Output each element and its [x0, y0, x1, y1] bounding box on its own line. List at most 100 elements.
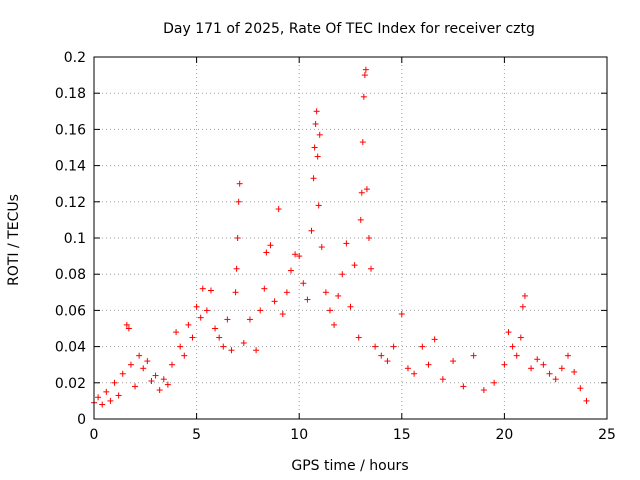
- y-tick-label: 0.14: [55, 159, 86, 175]
- data-point: [304, 296, 311, 303]
- data-point: [314, 153, 321, 160]
- data-point: [185, 321, 192, 328]
- y-axis-label: ROTI / TECUs: [6, 194, 22, 286]
- data-point: [103, 388, 110, 395]
- data-point: [99, 401, 106, 408]
- data-point: [246, 316, 253, 323]
- data-point: [253, 347, 260, 354]
- x-tick-label: 0: [90, 427, 99, 443]
- data-point: [275, 206, 282, 213]
- data-point: [460, 383, 467, 390]
- data-point: [308, 227, 315, 234]
- y-tick-label: 0.1: [64, 231, 86, 247]
- data-point: [164, 381, 171, 388]
- data-point: [235, 198, 242, 205]
- data-point: [318, 244, 325, 251]
- chart-title: Day 171 of 2025, Rate Of TEC Index for r…: [163, 21, 535, 37]
- data-point: [287, 267, 294, 274]
- data-point: [450, 358, 457, 365]
- y-tick-label: 0.18: [55, 86, 86, 102]
- data-point: [521, 292, 528, 299]
- data-point: [384, 358, 391, 365]
- data-point: [351, 262, 358, 269]
- data-point: [355, 334, 362, 341]
- data-point: [263, 249, 270, 256]
- data-point: [152, 372, 159, 379]
- data-point: [144, 358, 151, 365]
- data-point: [343, 240, 350, 247]
- data-point: [571, 368, 578, 375]
- data-point: [148, 377, 155, 384]
- data-point: [279, 311, 286, 318]
- data-point: [365, 235, 372, 241]
- data-point: [501, 361, 508, 368]
- data-point: [312, 120, 319, 127]
- y-tick-label: 0.06: [55, 303, 86, 319]
- data-point: [125, 325, 132, 332]
- data-point: [577, 385, 584, 392]
- data-point: [505, 329, 512, 336]
- data-point: [316, 131, 323, 138]
- data-point: [283, 289, 290, 296]
- x-tick-label: 5: [192, 427, 201, 443]
- data-point: [95, 394, 102, 401]
- data-point: [257, 307, 264, 314]
- data-point: [439, 376, 446, 383]
- data-point: [517, 334, 524, 341]
- data-point: [398, 311, 405, 318]
- data-point: [339, 271, 346, 278]
- data-point: [233, 265, 240, 272]
- y-tick-label: 0.2: [64, 50, 86, 66]
- data-point: [335, 292, 342, 299]
- data-point: [540, 361, 547, 368]
- data-point: [331, 321, 338, 328]
- data-point: [119, 370, 126, 377]
- y-tick-label: 0.08: [55, 267, 86, 283]
- data-point: [199, 285, 206, 292]
- x-tick-label: 10: [290, 427, 308, 443]
- data-point: [203, 307, 210, 314]
- data-point: [140, 365, 147, 372]
- y-tick-label: 0.16: [55, 122, 86, 138]
- x-tick-label: 25: [598, 427, 616, 443]
- data-point: [236, 180, 243, 187]
- y-tick-label: 0.02: [55, 376, 86, 392]
- data-point: [271, 298, 278, 305]
- data-point: [359, 139, 366, 146]
- data-points: [91, 66, 590, 408]
- data-point: [411, 370, 418, 377]
- data-point: [358, 189, 365, 196]
- data-point: [509, 343, 516, 350]
- data-point: [300, 280, 307, 287]
- data-point: [232, 289, 239, 296]
- data-point: [347, 303, 354, 310]
- data-point: [136, 352, 143, 359]
- data-point: [168, 361, 175, 368]
- data-point: [546, 370, 553, 377]
- data-point: [534, 356, 541, 363]
- data-point: [552, 376, 559, 383]
- y-tick-label: 0.12: [55, 195, 86, 211]
- data-point: [480, 387, 487, 394]
- data-point: [193, 303, 200, 310]
- data-point: [228, 347, 235, 354]
- data-point: [372, 343, 379, 350]
- data-point: [419, 343, 426, 350]
- data-point: [311, 144, 318, 151]
- data-point: [425, 361, 432, 368]
- data-point: [296, 253, 303, 260]
- data-point: [111, 379, 118, 386]
- data-point: [197, 314, 204, 321]
- y-tick-label: 0.04: [55, 340, 86, 356]
- data-point: [362, 66, 369, 73]
- data-point: [528, 365, 535, 372]
- y-tick-label: 0: [77, 412, 86, 428]
- data-point: [326, 307, 333, 314]
- data-point: [107, 397, 114, 404]
- grid-layer: [94, 57, 607, 419]
- data-point: [156, 387, 163, 394]
- data-point: [220, 343, 227, 350]
- data-point: [173, 329, 180, 336]
- data-point: [390, 343, 397, 350]
- data-point: [310, 175, 317, 182]
